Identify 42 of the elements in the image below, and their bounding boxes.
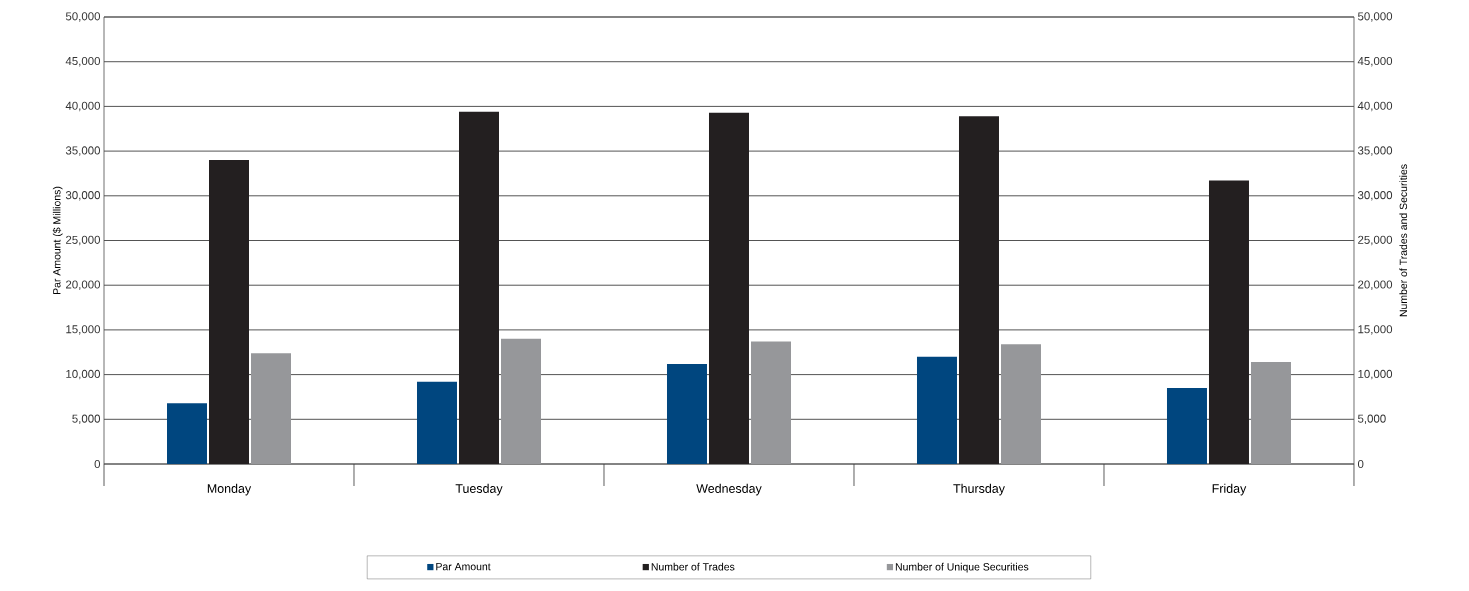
x-tick-label: Thursday bbox=[953, 483, 1005, 496]
y-tick-label: 0 bbox=[94, 459, 101, 469]
y2-tick-label: 40,000 bbox=[1357, 101, 1393, 112]
y-tick-label: 30,000 bbox=[65, 191, 101, 201]
x-tick-label: Friday bbox=[1212, 483, 1247, 496]
y-tick-label: 20,000 bbox=[66, 280, 101, 290]
y2-tick-label: 20,000 bbox=[1358, 280, 1393, 290]
y2-tick-label: 0 bbox=[1357, 459, 1364, 469]
y-tick-label: 50,000 bbox=[65, 12, 101, 22]
y-tick-label: 40,000 bbox=[65, 101, 101, 112]
bar bbox=[1208, 180, 1249, 464]
legend-label: Number of Trades bbox=[651, 562, 735, 571]
y-axis-title: Par Amount ($ Millions) bbox=[52, 186, 63, 294]
bar bbox=[1000, 344, 1041, 464]
y-tick-label: 5,000 bbox=[72, 414, 101, 425]
bar bbox=[1250, 362, 1291, 464]
y2-tick-label: 5,000 bbox=[1357, 414, 1386, 425]
x-tick-label: Wednesday bbox=[696, 483, 762, 496]
bar bbox=[459, 111, 499, 464]
y-tick-label: 45,000 bbox=[65, 56, 101, 67]
y2-axis-title: Number of Trades and Securities bbox=[1399, 164, 1408, 317]
legend-label: Par Amount bbox=[436, 563, 491, 571]
y2-tick-label: 45,000 bbox=[1357, 56, 1393, 67]
y-tick-label: 10,000 bbox=[66, 369, 101, 380]
bar bbox=[209, 160, 249, 464]
y-tick-label: 35,000 bbox=[65, 146, 101, 156]
y2-tick-label: 25,000 bbox=[1358, 235, 1393, 246]
bar bbox=[708, 112, 749, 464]
y2-tick-label: 15,000 bbox=[1358, 325, 1393, 335]
bar bbox=[251, 353, 291, 464]
x-tick-label: Monday bbox=[207, 483, 252, 496]
bar bbox=[501, 338, 541, 464]
y2-tick-label: 50,000 bbox=[1357, 12, 1393, 22]
x-tick-label: Tuesday bbox=[455, 483, 503, 496]
legend-label: Number of Unique Securities bbox=[895, 562, 1029, 573]
y-tick-label: 15,000 bbox=[66, 325, 101, 335]
bar bbox=[750, 341, 791, 464]
bar bbox=[958, 116, 999, 464]
y-tick-label: 25,000 bbox=[66, 235, 101, 246]
y2-tick-label: 35,000 bbox=[1357, 146, 1393, 156]
y2-tick-label: 10,000 bbox=[1358, 369, 1393, 380]
y2-tick-label: 30,000 bbox=[1357, 191, 1393, 201]
